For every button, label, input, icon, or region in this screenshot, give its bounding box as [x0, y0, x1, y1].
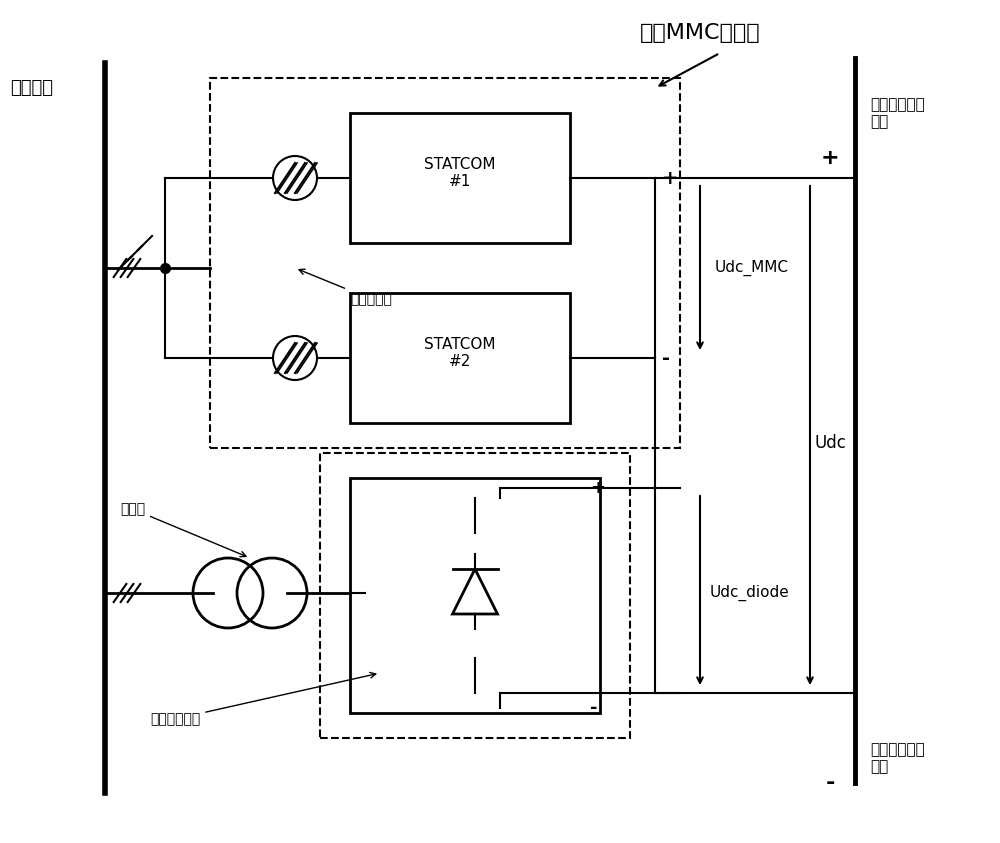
- Text: +: +: [821, 148, 839, 168]
- Text: STATCOM
#2: STATCOM #2: [424, 337, 496, 369]
- Text: STATCOM
#1: STATCOM #1: [424, 157, 496, 189]
- Bar: [350, 293, 570, 423]
- Bar: [350, 113, 570, 243]
- Text: 二极管整流阀: 二极管整流阀: [150, 673, 376, 726]
- Text: Udc: Udc: [815, 434, 847, 452]
- Text: -: -: [590, 699, 598, 717]
- Text: -: -: [662, 348, 670, 368]
- Text: -: -: [825, 773, 835, 793]
- Text: Udc_MMC: Udc_MMC: [715, 260, 789, 277]
- Text: 连接电抗器: 连接电抗器: [299, 269, 392, 306]
- Text: 变压器: 变压器: [120, 502, 246, 556]
- Text: 全桥MMC换流器: 全桥MMC换流器: [640, 23, 760, 43]
- Bar: [350, 478, 600, 713]
- Text: 交流母线: 交流母线: [10, 79, 53, 97]
- Text: 融冰直流母线
负极: 融冰直流母线 负极: [870, 742, 925, 774]
- Text: +: +: [662, 169, 678, 187]
- Text: +: +: [590, 479, 605, 497]
- Text: Udc_diode: Udc_diode: [710, 585, 790, 601]
- Text: 融冰直流母线
正极: 融冰直流母线 正极: [870, 97, 925, 129]
